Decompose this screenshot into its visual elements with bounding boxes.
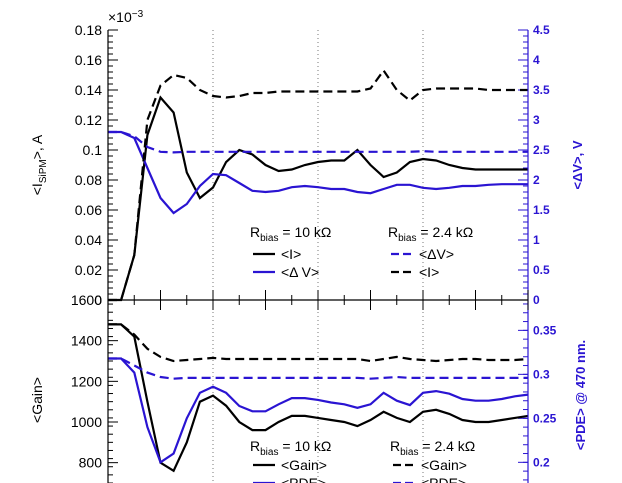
bottom-right-tick-label-1: 0.25	[533, 411, 557, 425]
top-left-tick-label-1: 0.02	[75, 262, 102, 278]
top-right-tick-label-5: 2.5	[533, 143, 550, 157]
bottom-left-tick-label-4: 1600	[71, 292, 102, 308]
top-left-tick-label-9: 0.18	[75, 22, 102, 38]
top-series-1	[108, 130, 528, 215]
bottom-right-tick-label-0: 0.2	[533, 455, 550, 469]
top-right-tick-label-8: 4	[533, 53, 540, 67]
top-panel: 0 0.02 0.04 0.06 0.08 0.1 0.12 0.14 0.16 0.18 0 0.5…	[29, 9, 585, 308]
bottom-right-tick-label-3: 0.35	[533, 323, 557, 337]
top-legend-label-2: <Δ V>	[281, 264, 319, 280]
top-right-tick-label-6: 3	[533, 113, 540, 127]
top-right-tick-label-1: 0.5	[533, 263, 550, 277]
bottom-legend-header-1: Rbias = 2.4 kΩ	[390, 438, 475, 458]
top-right-tick-label-3: 1.5	[533, 203, 550, 217]
top-right-tick-label-4: 2	[533, 173, 540, 187]
bottom-series-0	[108, 323, 529, 473]
bottom-series-2	[108, 323, 529, 363]
bottom-legend-label-2: <PDE>	[281, 475, 326, 483]
top-left-tick-label-6: 0.12	[75, 112, 102, 128]
bottom-right-tick-label-2: 0.3	[533, 367, 550, 381]
top-left-tick-label-3: 0.06	[75, 202, 102, 218]
bottom-left-tick-label-0: 800	[79, 455, 103, 471]
bottom-ylabel-right: <PDE> @ 470 nm.	[573, 340, 588, 450]
bottom-legend-label-3: <PDE>	[421, 475, 466, 483]
top-left-tick-label-2: 0.04	[75, 232, 102, 248]
bottom-series-1	[108, 357, 529, 464]
top-right-tick-label-9: 4.5	[533, 23, 550, 37]
top-legend-header-0: Rbias = 10 kΩ	[250, 224, 331, 244]
bottom-left-tick-label-1: 1000	[71, 414, 102, 430]
top-right-tick-label-0: 0	[533, 293, 540, 307]
top-left-tick-label-8: 0.16	[75, 52, 102, 68]
bottom-series-3	[108, 357, 528, 380]
top-series-0	[108, 95, 528, 302]
bottom-left-tick-label-2: 1200	[71, 373, 102, 389]
bottom-legend-label-0: <Gain>	[281, 457, 327, 473]
top-series-2	[108, 130, 528, 154]
top-left-tick-label-5: 0.1	[83, 142, 103, 158]
top-right-tick-label-7: 3.5	[533, 83, 550, 97]
top-ylabel-left: <ISiPM>, A	[29, 134, 49, 195]
bottom-panel: 800 1000 1200 1400 1600 0.2 0.25 0.3 0.35 <Gain> <…	[29, 292, 588, 483]
top-series-3	[108, 68, 528, 302]
bottom-legend-header-0: Rbias = 10 kΩ	[250, 438, 331, 458]
top-right-tick-label-2: 1	[533, 233, 540, 247]
top-left-tick-label-0: 0	[94, 292, 102, 308]
bottom-legend-label-1: <Gain>	[421, 457, 467, 473]
top-exponent-label: ×10−3	[108, 9, 144, 25]
top-legend-label-1: <ΔV>	[419, 246, 454, 262]
top-legend-header-1: Rbias = 2.4 kΩ	[388, 224, 473, 244]
top-legend-label-3: <I>	[419, 264, 439, 280]
bottom-ylabel-left: <Gain>	[29, 377, 45, 423]
top-left-tick-label-4: 0.08	[75, 172, 102, 188]
top-legend-label-0: <I>	[281, 246, 301, 262]
top-left-tick-label-7: 0.14	[75, 82, 102, 98]
top-ylabel-right: <ΔV>, V	[570, 140, 585, 189]
bottom-left-tick-label-3: 1400	[71, 333, 102, 349]
